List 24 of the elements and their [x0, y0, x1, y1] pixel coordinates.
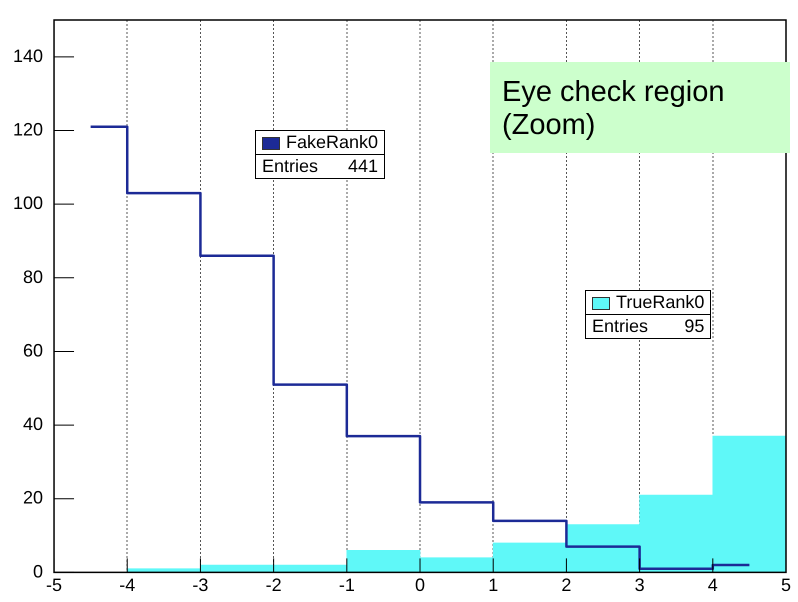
x-tick-label: -1 [338, 575, 355, 596]
x-tick-label: 5 [780, 575, 792, 596]
y-tick-label: 20 [23, 488, 44, 508]
x-tick-label: 1 [488, 575, 498, 596]
y-tick-label: 80 [23, 266, 44, 287]
y-tick-label: 100 [12, 193, 44, 214]
annotation: Eye check region (Zoom) [490, 62, 790, 153]
x-tick-label: -5 [46, 575, 62, 596]
text: Entries 95 [592, 316, 704, 336]
x-tick-label: 3 [634, 575, 645, 596]
x-tick-label: 2 [561, 575, 572, 596]
text: Entries 441 [262, 156, 378, 176]
y-tick-label: 120 [12, 119, 44, 140]
x-tick-label: -3 [192, 575, 208, 596]
legend-label: TrueRank0 [616, 292, 704, 312]
y-tick-label: 0 [33, 561, 44, 582]
legend-label: FakeRank0 [286, 132, 378, 152]
y-tick-label: 40 [23, 414, 44, 434]
y-tick-label: 60 [23, 340, 44, 360]
y-tick-label: 140 [12, 46, 44, 66]
x-tick-label: -4 [119, 575, 136, 596]
x-tick-label: -2 [266, 575, 282, 596]
x-tick-label: 0 [415, 575, 426, 596]
x-tick-label: 4 [708, 575, 718, 596]
